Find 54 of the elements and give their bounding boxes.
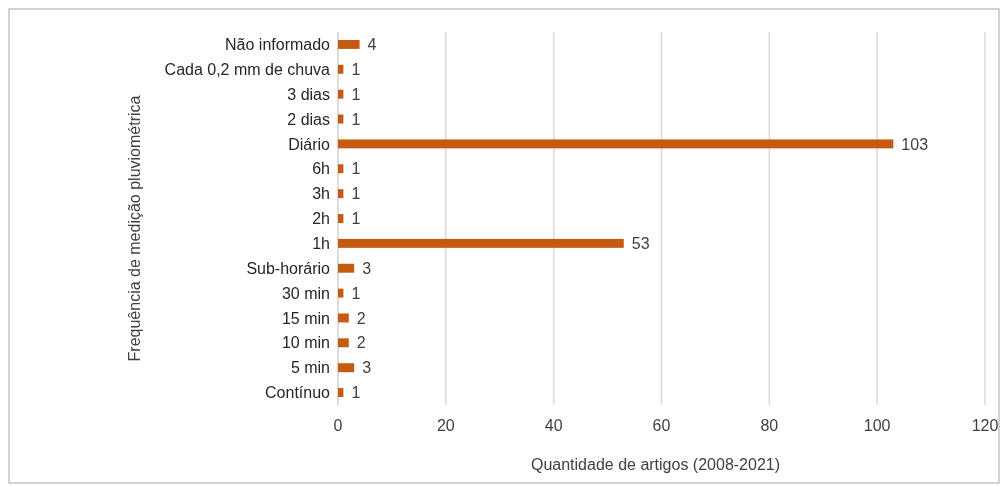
y-tick-label: 3 dias xyxy=(287,85,330,103)
x-tick-label: 80 xyxy=(760,417,779,434)
x-axis-title: Quantidade de artigos (2008-2021) xyxy=(530,456,781,473)
x-tick-label: 120 xyxy=(971,417,999,434)
bar xyxy=(338,214,344,223)
data-label: 103 xyxy=(901,135,929,153)
bar xyxy=(338,189,344,199)
y-tick-label: Contínuo xyxy=(265,384,331,402)
data-label: 1 xyxy=(351,384,361,402)
y-tick-label: 1h xyxy=(312,234,330,252)
bar xyxy=(338,363,355,373)
bar xyxy=(338,288,344,298)
data-label: 2 xyxy=(356,334,366,352)
bar xyxy=(338,39,360,49)
y-tick-label: 2 dias xyxy=(287,110,330,128)
data-label: 1 xyxy=(351,210,361,228)
data-label: 1 xyxy=(351,110,361,128)
bar xyxy=(338,64,344,74)
y-tick-label: Sub-horário xyxy=(246,259,331,277)
bar xyxy=(338,164,344,174)
y-axis-title: Frequência de medição pluviométrica xyxy=(126,95,143,362)
data-label: 53 xyxy=(631,234,650,252)
x-tick-label: 40 xyxy=(544,417,563,434)
y-tick-label: Cada 0,2 mm de chuva xyxy=(164,60,331,78)
data-label: 1 xyxy=(351,60,361,78)
y-tick-label: 10 min xyxy=(281,334,330,352)
bar xyxy=(338,338,349,348)
x-tick-label: 100 xyxy=(863,417,891,434)
bar xyxy=(338,114,344,124)
data-label: 1 xyxy=(351,160,361,178)
data-label: 3 xyxy=(362,259,372,277)
y-tick-label: 30 min xyxy=(281,284,330,302)
y-tick-label: 6h xyxy=(312,160,330,178)
y-tick-label: 5 min xyxy=(290,359,330,377)
bar xyxy=(338,238,624,248)
y-tick-label: 2h xyxy=(312,210,330,228)
y-tick-label: 15 min xyxy=(281,309,330,327)
data-label: 1 xyxy=(351,85,361,103)
bar xyxy=(338,89,344,99)
y-tick-label: 3h xyxy=(312,185,330,203)
x-tick-label: 20 xyxy=(436,417,455,434)
data-label: 3 xyxy=(362,359,372,377)
y-tick-label: Não informado xyxy=(225,36,331,54)
bar xyxy=(338,313,349,323)
bar xyxy=(338,388,344,398)
data-label: 2 xyxy=(356,309,366,327)
data-label: 1 xyxy=(351,185,361,203)
bar xyxy=(338,263,355,273)
data-label: 1 xyxy=(351,284,361,302)
data-label: 4 xyxy=(367,36,377,54)
x-tick-label: 60 xyxy=(652,417,671,434)
bar xyxy=(338,139,894,149)
x-tick-label: 0 xyxy=(333,417,343,434)
y-tick-label: Diário xyxy=(288,135,331,153)
